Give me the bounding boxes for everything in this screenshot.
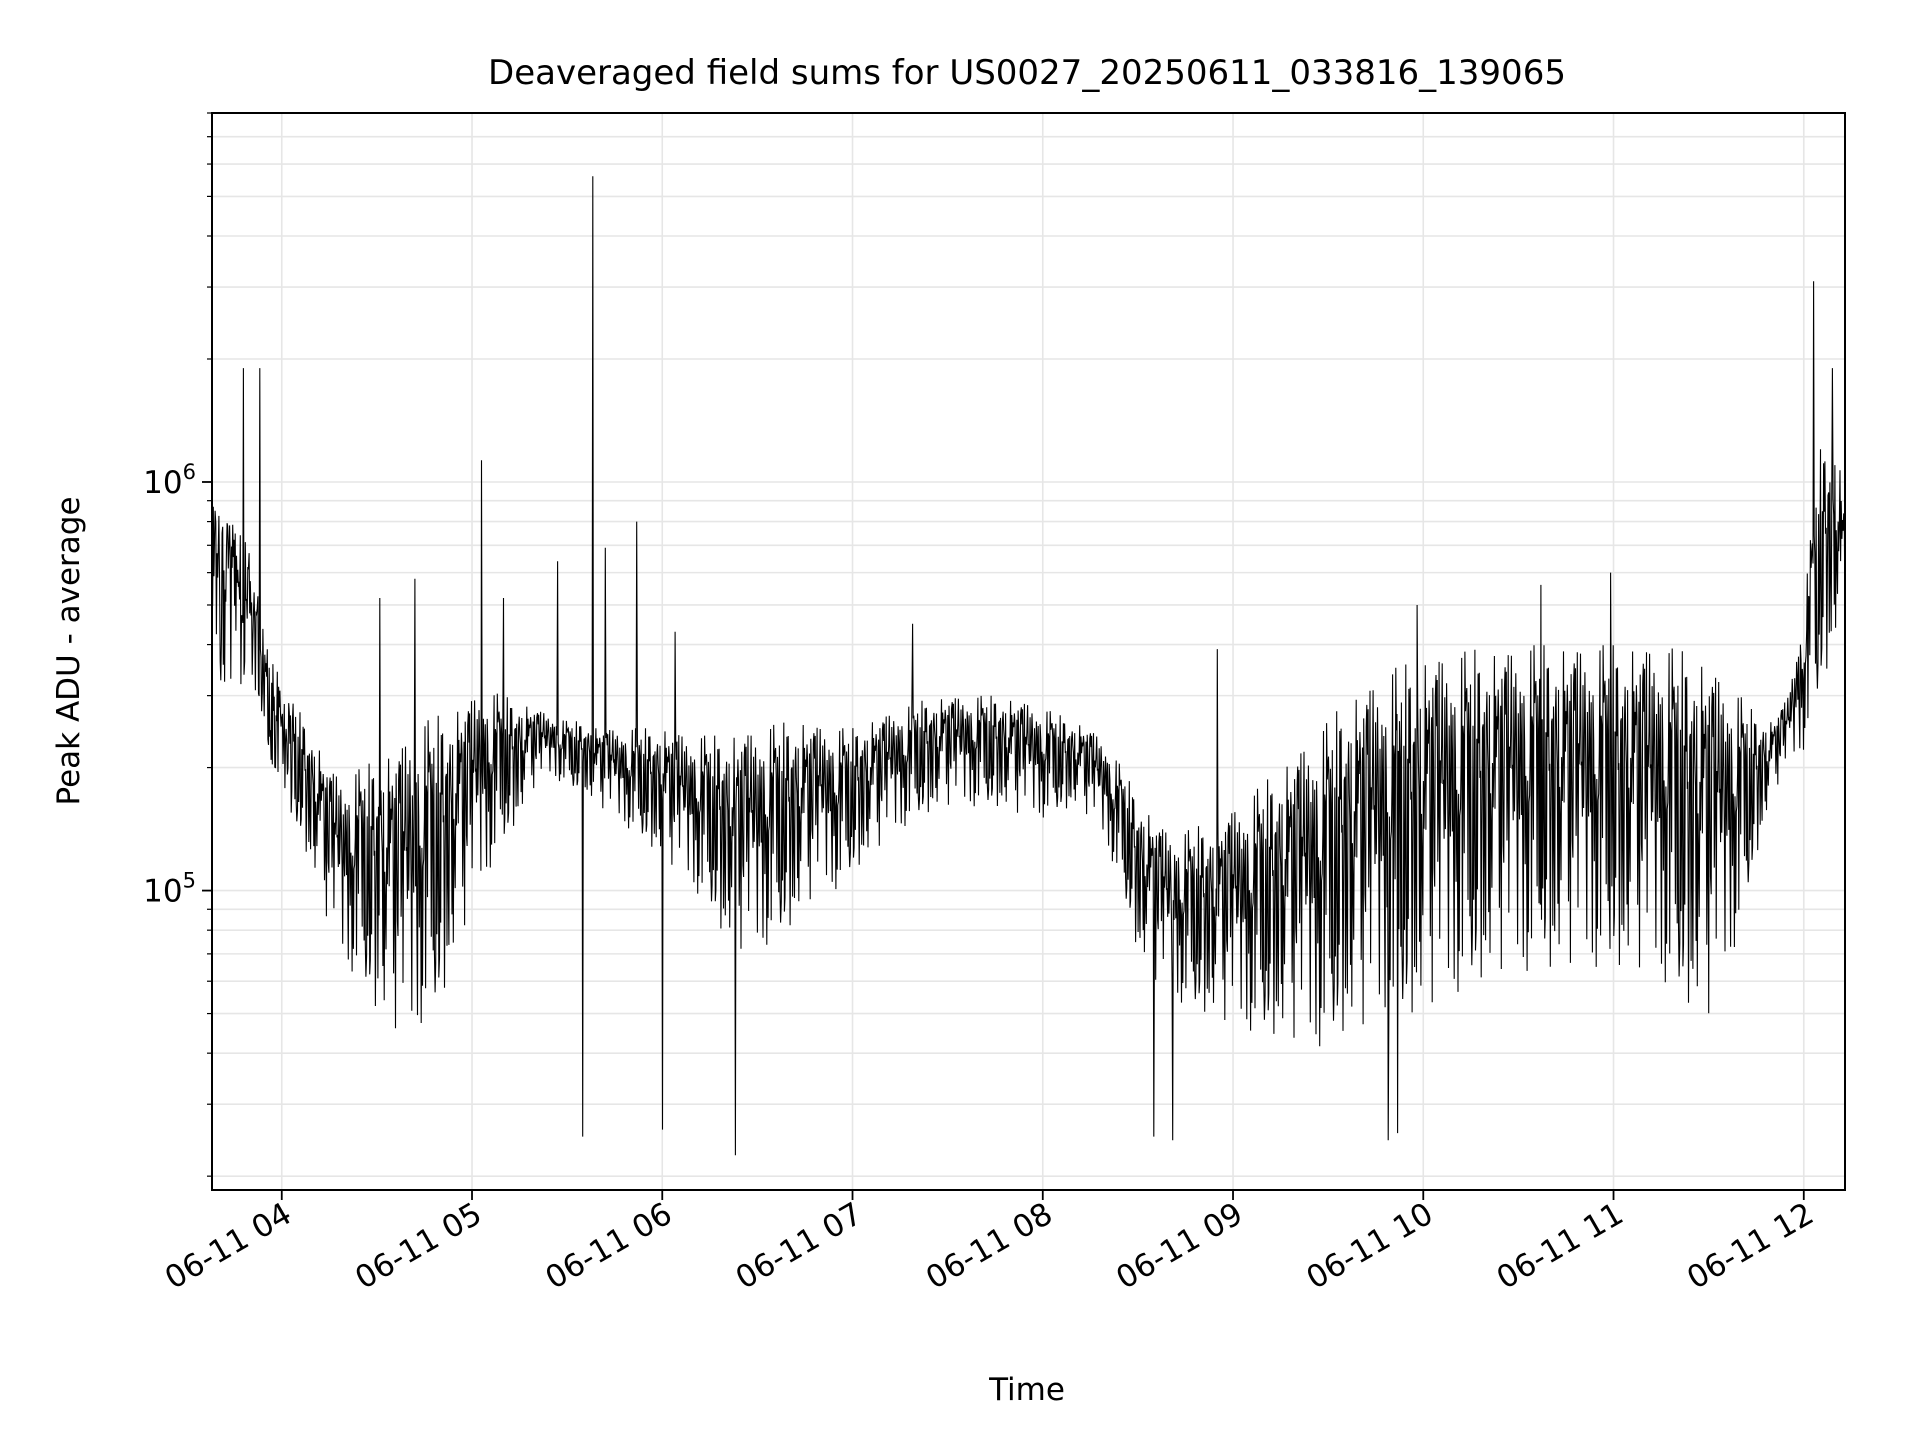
chart-title: Deaveraged field sums for US0027_2025061… [488,53,1566,93]
y-axis: 105 106 [143,112,212,1177]
y-axis-label: Peak ADU - average [51,496,87,805]
plot-area [211,176,1846,1156]
series-line [211,176,1846,1156]
x-axis-label: Time [988,1372,1065,1408]
axes-frame [211,112,1846,1191]
y-tick-label: 105 [143,869,196,910]
y-tick-label: 106 [143,460,196,501]
grid [212,112,1845,1190]
